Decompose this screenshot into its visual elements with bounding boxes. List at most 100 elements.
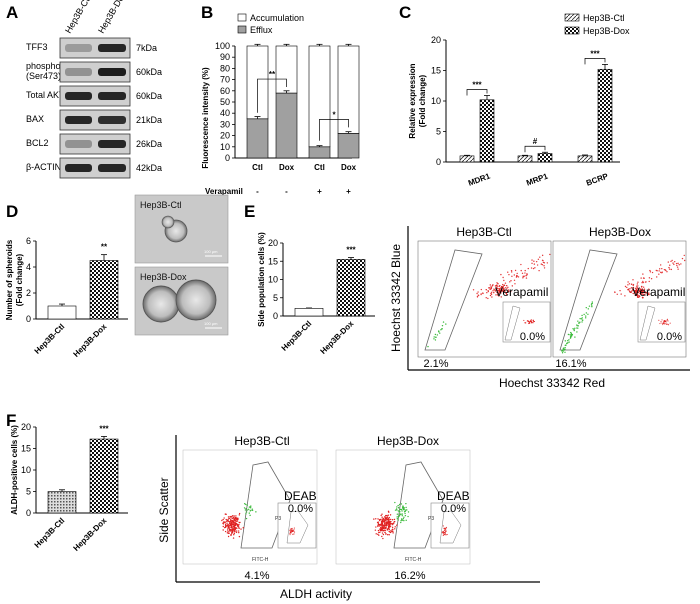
flow-e-dox-inset-dot	[664, 320, 667, 322]
flow-f-ctl-dot	[230, 529, 232, 531]
flow-e-ctl-dot	[503, 290, 506, 293]
flow-e-ctl-sp-dot	[427, 345, 429, 348]
flow-e-ctl-dot	[496, 291, 498, 294]
aldh-pct-dox: 16.2%	[394, 570, 425, 582]
flow-e-dox-dot	[620, 293, 622, 295]
flow-e-dox-dot	[648, 280, 650, 283]
flow-f-ctl-dot	[225, 513, 227, 516]
flow-f-ctl-dot	[224, 526, 226, 529]
flow-e-dox-dot	[638, 289, 641, 292]
flow-e-dox-dot	[635, 289, 637, 291]
chart-b-ytick-label-4: 40	[220, 108, 230, 118]
flow-f-ctl-dot	[221, 519, 223, 522]
flow-f-ctl-dot	[233, 515, 235, 517]
flow-e-ctl-sp-dot	[442, 321, 445, 323]
flow-f-ctl-aldh-dot	[245, 517, 248, 520]
inset-pct-f-dox: 0.0%	[441, 503, 466, 515]
flow-e-ctl-dot	[489, 284, 491, 286]
flow-f-ctl-dot	[234, 517, 237, 519]
panel-label-f: F	[6, 411, 16, 430]
panel-label-e: E	[244, 202, 255, 221]
flow-f-ctl-dot	[231, 520, 234, 522]
flow-f-ctl-inset-dot	[291, 530, 293, 532]
flow-f-ctl-inset-dot	[289, 530, 291, 532]
inset-label-f-ctl: DEAB	[284, 489, 317, 503]
flow-f-dox-dot	[378, 534, 380, 536]
flow-e-ctl-dot	[480, 288, 483, 291]
inset-pct-e-ctl: 0.0%	[520, 331, 545, 343]
flow-e-ctl-dot	[508, 273, 510, 276]
flow-f-ctl-dot	[238, 531, 240, 534]
flow-f-ctl-inset-dot	[290, 532, 292, 534]
chartE-ylabel-line-0: Side population cells (%)	[257, 232, 266, 327]
flow-e-dox-dot	[635, 290, 638, 293]
flow-e-dox-dot	[632, 292, 634, 295]
flow-e-dox-sp-dot	[590, 303, 593, 306]
flow-f-dox-dot	[378, 519, 381, 521]
flow-f-dox-dot	[382, 537, 384, 540]
flow-f-ctl-dot	[238, 512, 241, 515]
flow-e-xaxis: Hoechst 33342 Red	[499, 376, 605, 390]
flow-e-ctl-dot	[527, 267, 529, 270]
flow-e-ctl-dot	[538, 269, 540, 272]
flow-e-dox-dot	[678, 264, 680, 266]
flow-f-ctl-dot	[222, 529, 224, 531]
flow-f-ctl-dot	[238, 514, 241, 516]
flow-e-dox-dot	[672, 262, 674, 264]
flow-e-ctl-dot	[513, 279, 516, 281]
chart-b-xtick-1: Dox	[279, 163, 295, 172]
flow-e-dox-sp-dot	[577, 320, 579, 322]
flow-f-ctl-dot	[224, 521, 226, 524]
flow-e-ctl-dot	[541, 263, 544, 266]
flow-e-dox-dot	[631, 290, 633, 292]
flow-e-ctl-dot	[546, 262, 549, 264]
flow-e-dox-sp-dot	[561, 352, 564, 354]
flow-e-ctl-dot	[543, 267, 546, 269]
flow-e-dox-dot	[649, 271, 652, 273]
flow-e-dox-dot	[632, 288, 634, 291]
flow-f-dox-aldh-dot	[401, 519, 404, 521]
flow-e-dox-dot	[649, 269, 651, 272]
flow-e-dox-sp-dot	[562, 347, 565, 349]
flow-f-dox-dot	[382, 529, 385, 532]
flow-e-ctl-dot	[494, 285, 497, 287]
flow-f-ctl-dot	[225, 520, 228, 522]
flow-e-dox-dot	[676, 264, 678, 267]
flow-e-ctl-dot	[549, 253, 551, 256]
flow-e-ctl-dot	[498, 291, 501, 293]
flow-e-dox-sp-dot	[576, 331, 578, 333]
chart-c-xtick-0: MDR1	[467, 171, 492, 187]
flow-e-ctl-dot	[487, 290, 489, 292]
flow-e-ctl-dot	[541, 254, 544, 257]
flow-e-ctl-dot	[513, 274, 515, 276]
chart-c-legend-swatch-ctl	[564, 13, 580, 22]
flow-e-ctl-dot	[509, 281, 511, 283]
flow-e-ctl-sp-dot	[434, 336, 437, 338]
gate-label-dox: P3	[428, 516, 434, 522]
chartE-ytick-label-2: 10	[268, 275, 278, 285]
flow-e-dox-sp-dot	[591, 301, 593, 303]
chartE-xtick-0: Hep3B-Ctl	[280, 319, 314, 353]
flow-e-dox-inset-dot	[666, 323, 668, 325]
flow-f-ctl-aldh-dot	[246, 509, 249, 511]
sp-pct-ctl: 2.1%	[423, 358, 448, 370]
wb-row-label-2: Total AKT	[26, 90, 65, 100]
wb-strip-2	[59, 85, 131, 107]
flow-f-dox-aldh-dot	[400, 518, 403, 520]
flow-e-ctl-dot	[534, 267, 536, 269]
flow-e-ctl-dot	[510, 269, 513, 272]
flow-e-ctl-dot	[536, 264, 539, 266]
chartE-ytick-label-3: 15	[268, 256, 278, 266]
spheroid-large-2	[175, 279, 217, 321]
flow-f-dox-dot	[375, 533, 377, 535]
wb-kda-1: 60kDa	[136, 67, 162, 77]
flow-f-ctl-dot	[232, 529, 234, 531]
chartE-ylabel: Side population cells (%)	[257, 232, 266, 327]
flow-f-dox-aldh-dot	[403, 507, 405, 510]
flow-f-ctl-aldh-dot	[246, 504, 248, 506]
flow-e-ctl-inset-dot	[528, 322, 530, 325]
chart-c-sig-0: ***	[472, 81, 482, 90]
flow-f-dox-aldh-dot	[396, 516, 398, 518]
flow-f-dox-dot	[390, 530, 392, 532]
